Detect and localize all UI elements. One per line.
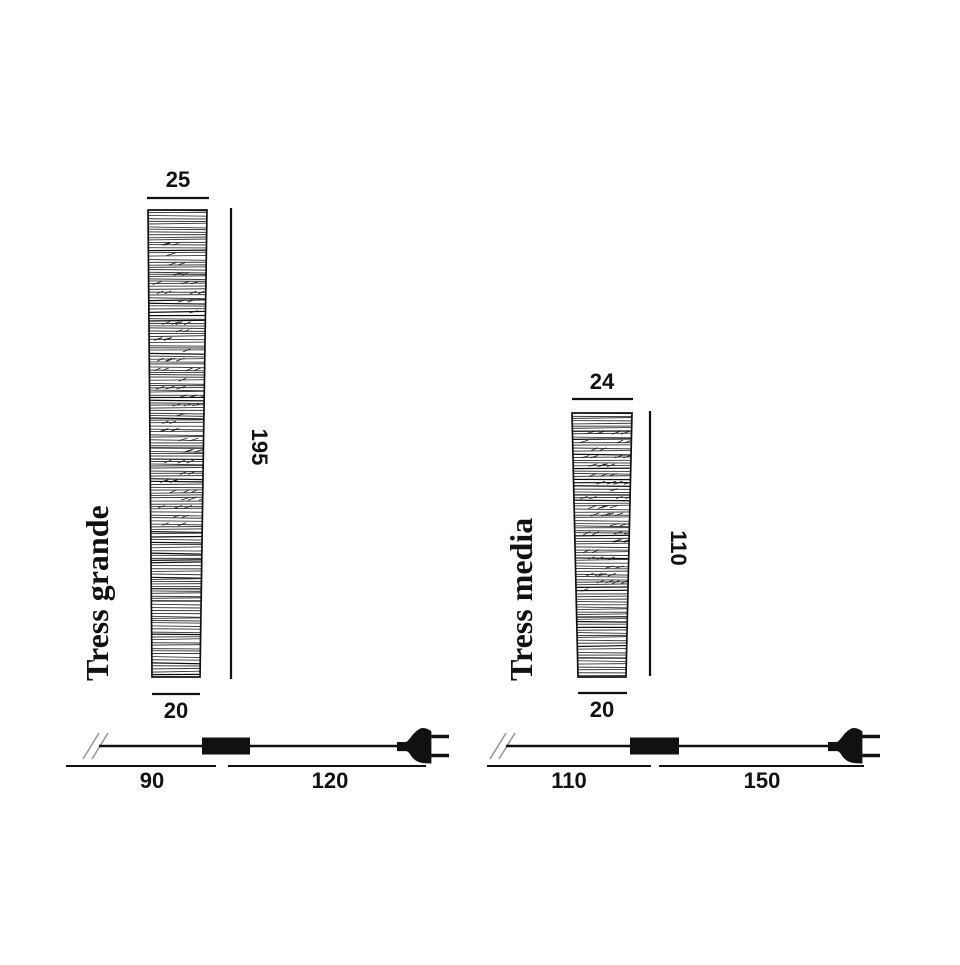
- svg-text:150: 150: [744, 768, 781, 793]
- svg-text:24: 24: [590, 369, 615, 394]
- svg-text:20: 20: [164, 698, 188, 723]
- svg-text:195: 195: [247, 429, 272, 466]
- svg-text:110: 110: [551, 768, 587, 793]
- svg-text:120: 120: [312, 768, 349, 793]
- svg-text:25: 25: [166, 167, 190, 192]
- svg-text:110: 110: [666, 530, 691, 566]
- svg-text:90: 90: [140, 768, 164, 793]
- svg-text:20: 20: [590, 697, 614, 722]
- svg-text:Tress grande: Tress grande: [79, 505, 115, 681]
- svg-text:Tress media: Tress media: [503, 518, 539, 681]
